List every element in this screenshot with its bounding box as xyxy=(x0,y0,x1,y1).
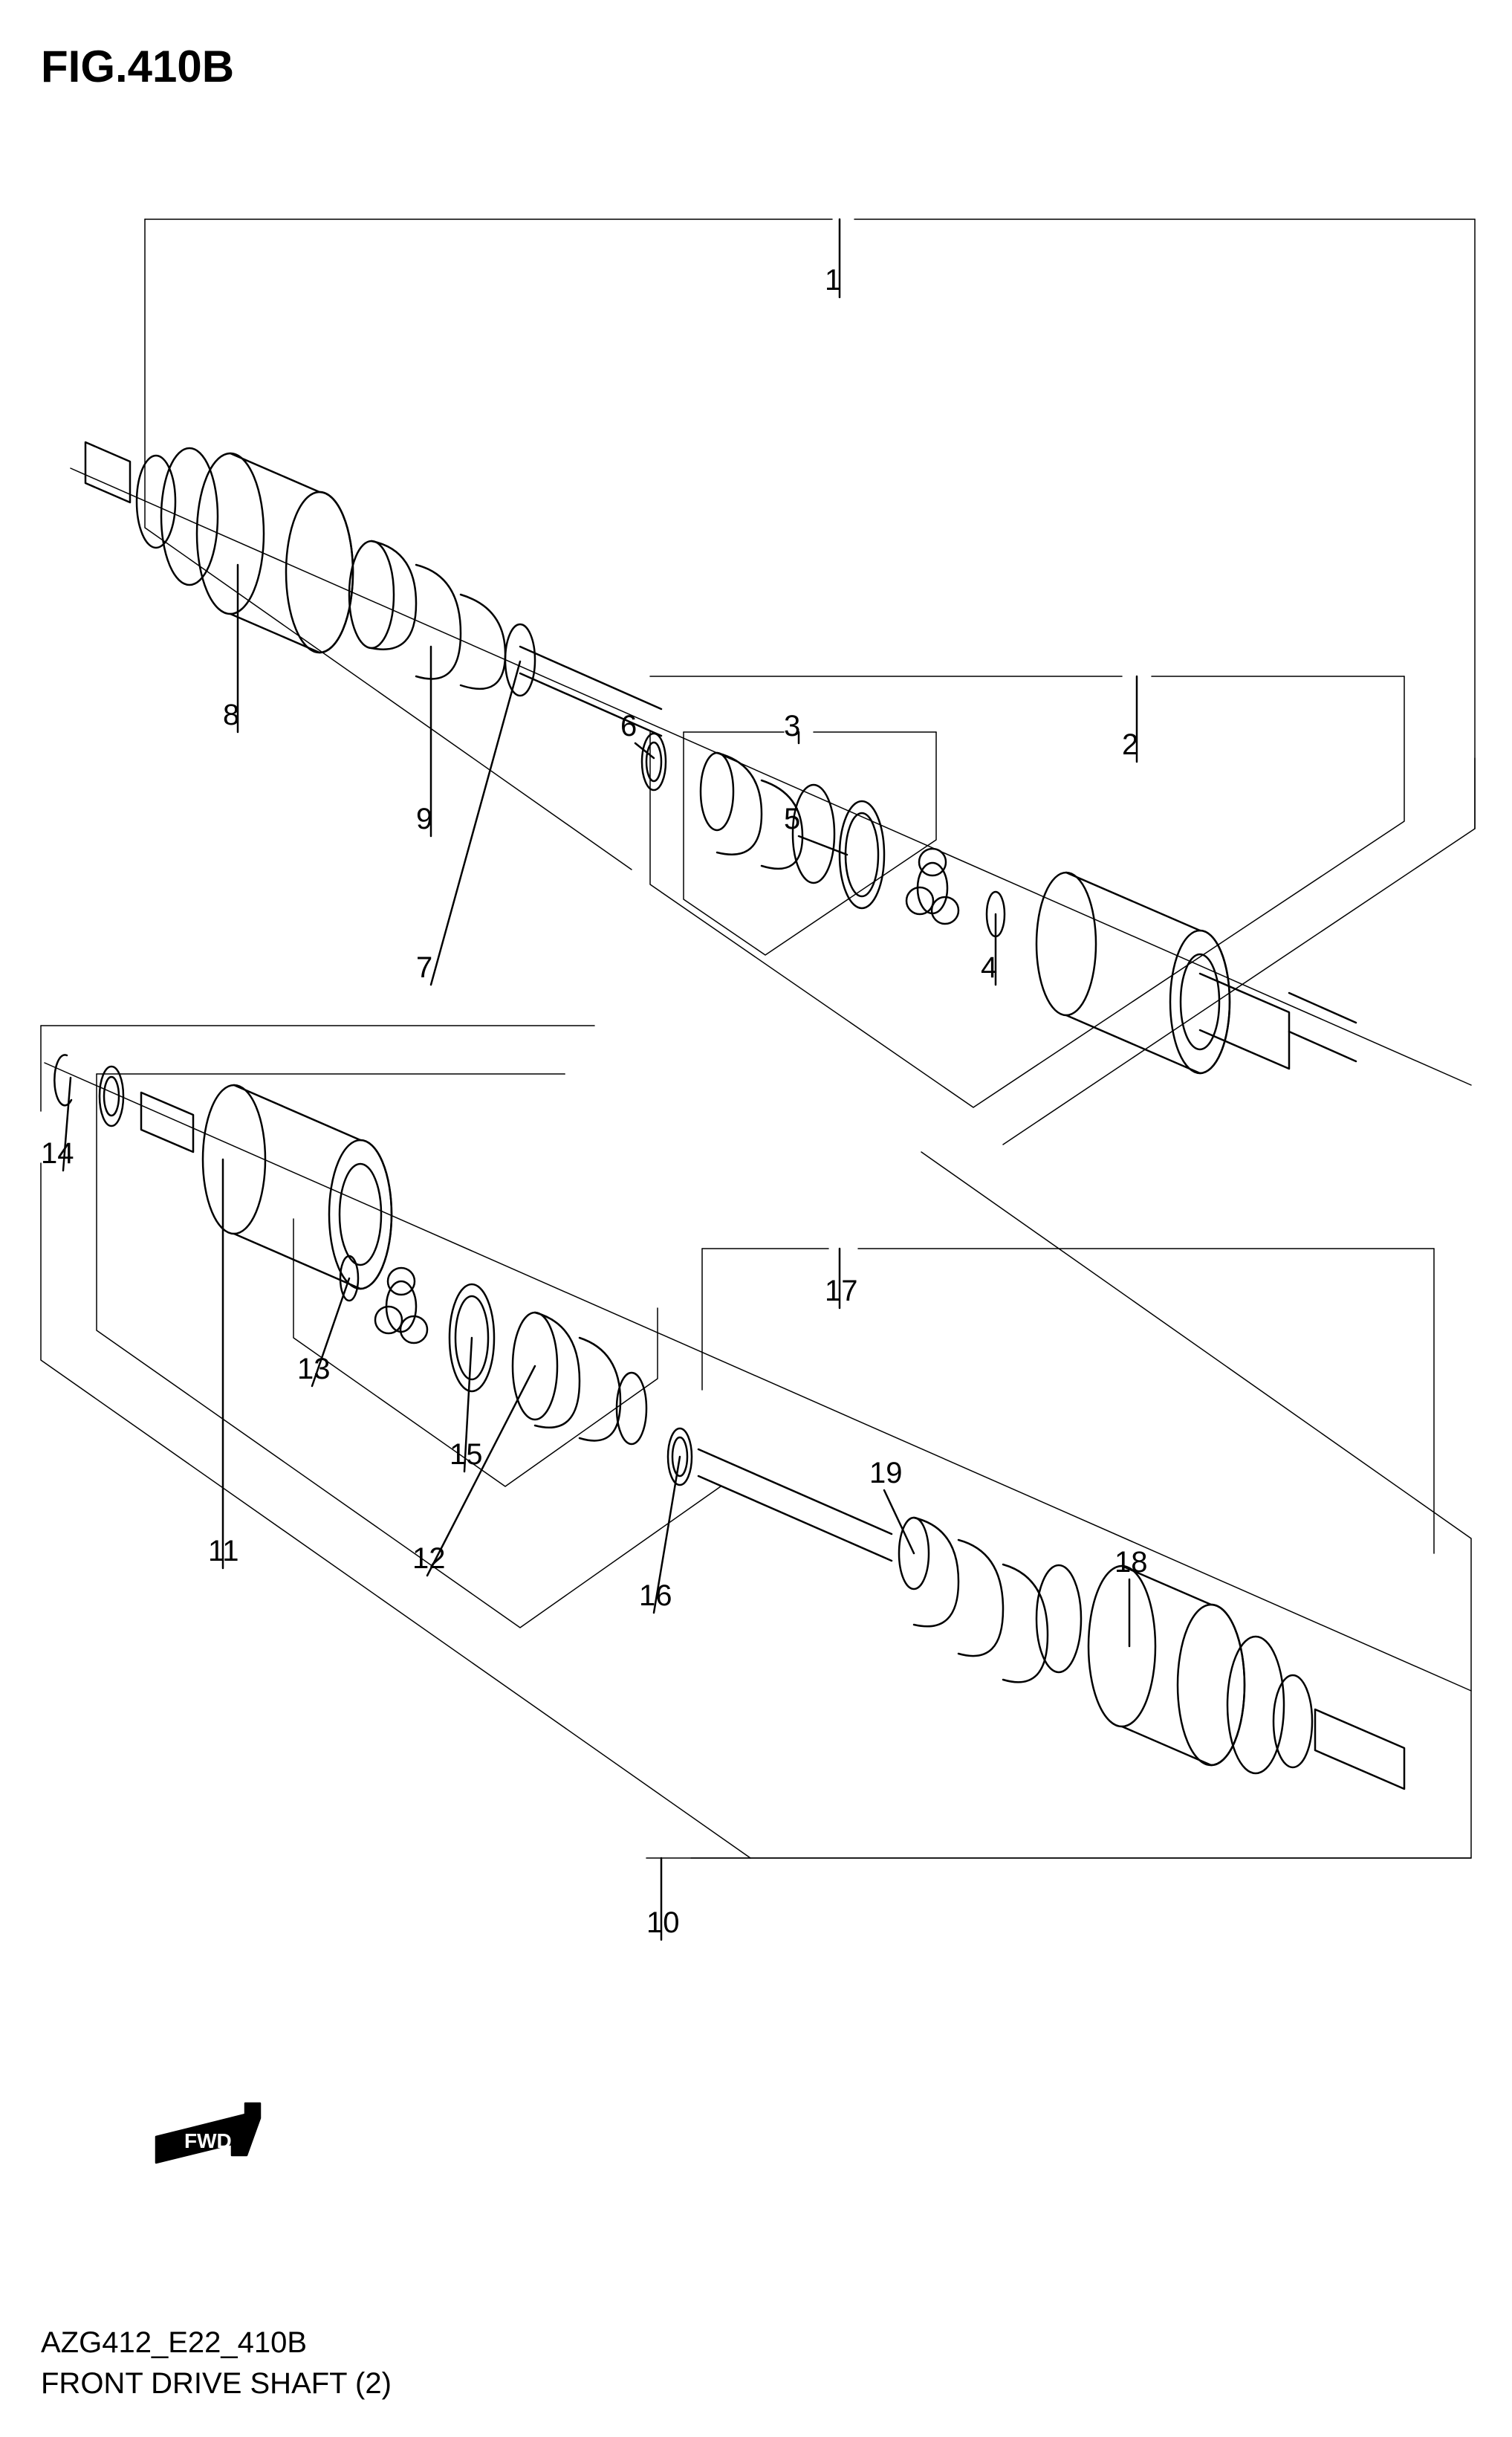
footer-code: AZG412_E22_410B xyxy=(41,2326,307,2360)
upper-snap-ring-6 xyxy=(642,734,666,790)
callout-12: 12 xyxy=(412,1542,446,1576)
callout-3: 3 xyxy=(784,710,800,743)
callout-15: 15 xyxy=(450,1438,483,1472)
upper-tripod xyxy=(906,849,958,924)
lower-inner-boot xyxy=(513,1313,646,1444)
callout-10: 10 xyxy=(646,1906,680,1940)
leader-lines xyxy=(63,219,1137,1940)
callout-7: 7 xyxy=(416,951,432,985)
callout-19: 19 xyxy=(869,1457,903,1490)
upper-wheel-boot xyxy=(349,541,535,696)
callout-18: 18 xyxy=(1114,1546,1148,1579)
callout-14: 14 xyxy=(41,1137,74,1171)
lower-inner-housing xyxy=(203,1085,392,1289)
upper-inner-boot xyxy=(701,753,834,883)
footer-title: FRONT DRIVE SHAFT (2) xyxy=(41,2367,392,2401)
callout-6: 6 xyxy=(620,710,637,743)
lower-tripod xyxy=(375,1268,427,1343)
callout-4: 4 xyxy=(981,951,997,985)
callout-9: 9 xyxy=(416,803,432,836)
callout-8: 8 xyxy=(223,699,239,732)
upper-outer-joint xyxy=(85,442,353,653)
callout-17: 17 xyxy=(825,1275,858,1308)
callout-5: 5 xyxy=(784,803,800,836)
callout-13: 13 xyxy=(297,1353,331,1386)
callout-1: 1 xyxy=(825,264,841,297)
exploded-diagram: FWD xyxy=(0,0,1512,2437)
fwd-badge: FWD xyxy=(156,2103,260,2163)
svg-text:FWD: FWD xyxy=(184,2129,232,2152)
callout-2: 2 xyxy=(1122,728,1138,762)
callout-16: 16 xyxy=(639,1579,672,1613)
callout-11: 11 xyxy=(208,1535,239,1568)
lower-wheel-boot xyxy=(899,1518,1081,1682)
upper-inner-housing xyxy=(1036,873,1356,1073)
lower-outer-joint xyxy=(1088,1566,1404,1789)
